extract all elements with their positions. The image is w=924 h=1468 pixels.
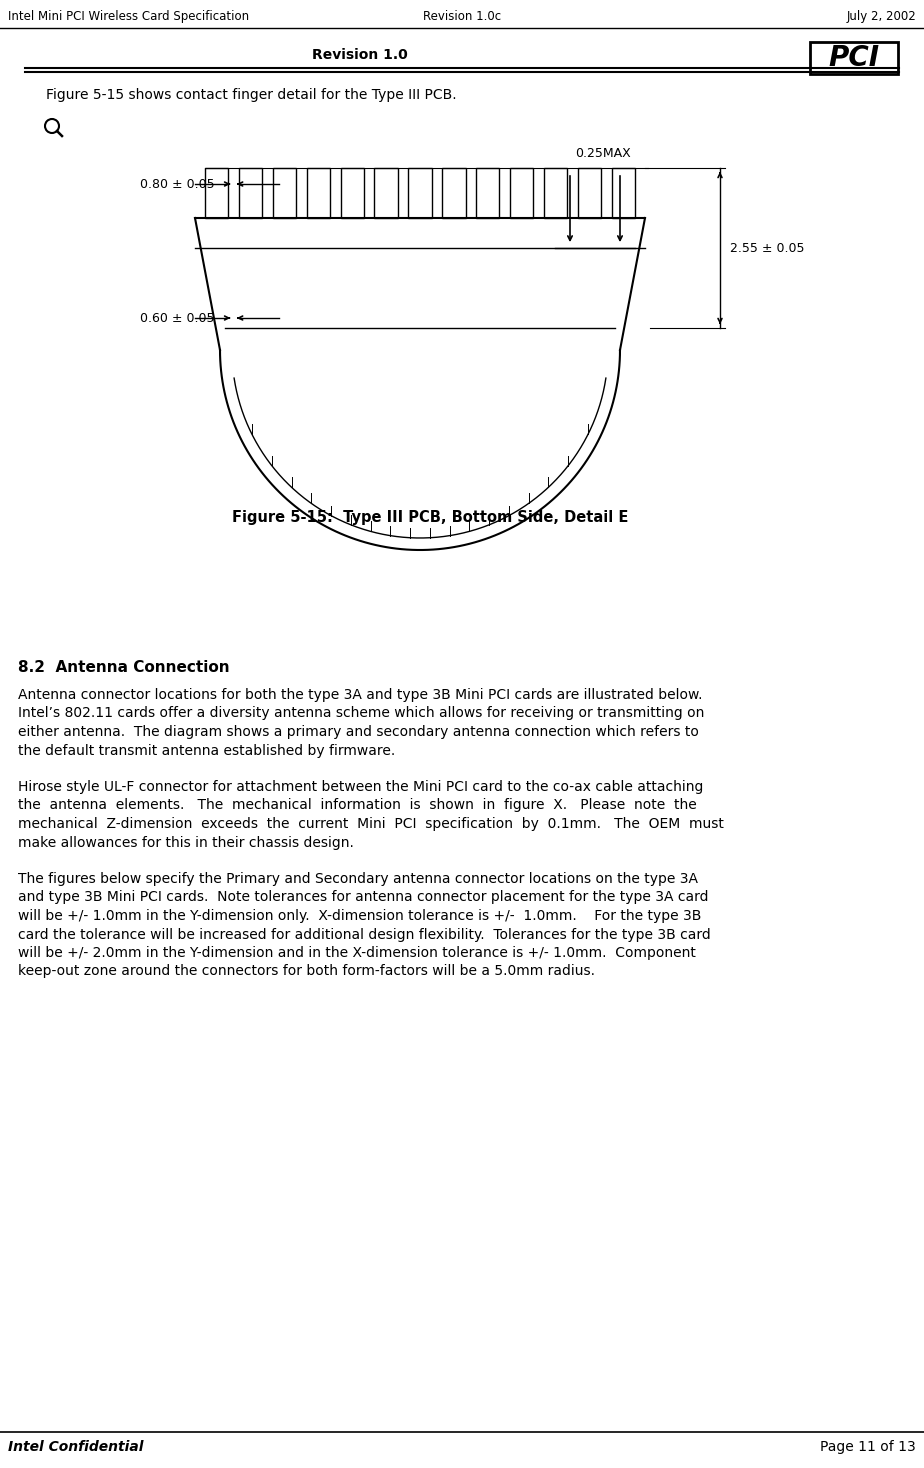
Text: will be +/- 2.0mm in the Y-dimension and in the X-dimension tolerance is +/- 1.0: will be +/- 2.0mm in the Y-dimension and… [18, 945, 696, 960]
Text: Intel Mini PCI Wireless Card Specification: Intel Mini PCI Wireless Card Specificati… [8, 10, 249, 23]
Text: Figure 5-15:  Type III PCB, Bottom Side, Detail E: Figure 5-15: Type III PCB, Bottom Side, … [232, 509, 628, 526]
Bar [510, 167, 533, 219]
Text: 0.60 ± 0.05: 0.60 ± 0.05 [140, 311, 214, 324]
Bar [307, 167, 330, 219]
Text: the default transmit antenna established by firmware.: the default transmit antenna established… [18, 743, 395, 757]
Text: Figure 5-15 shows contact finger detail for the Type III PCB.: Figure 5-15 shows contact finger detail … [46, 88, 456, 101]
Text: 8.2  Antenna Connection: 8.2 Antenna Connection [18, 661, 230, 675]
Bar [374, 167, 398, 219]
Text: 0.25MAX: 0.25MAX [575, 147, 631, 160]
Text: card the tolerance will be increased for additional design flexibility.  Toleran: card the tolerance will be increased for… [18, 928, 711, 941]
Bar [612, 167, 635, 219]
Text: Revision 1.0c: Revision 1.0c [423, 10, 501, 23]
Text: PCI: PCI [829, 44, 880, 72]
Text: keep-out zone around the connectors for both form-factors will be a 5.0mm radius: keep-out zone around the connectors for … [18, 964, 595, 979]
Bar [273, 167, 296, 219]
Text: Intel Confidential: Intel Confidential [8, 1440, 143, 1453]
Text: July 2, 2002: July 2, 2002 [846, 10, 916, 23]
Text: The figures below specify the Primary and Secondary antenna connector locations : The figures below specify the Primary an… [18, 872, 698, 887]
Text: Intel’s 802.11 cards offer a diversity antenna scheme which allows for receiving: Intel’s 802.11 cards offer a diversity a… [18, 706, 704, 721]
Text: Hirose style UL-F connector for attachment between the Mini PCI card to the co-a: Hirose style UL-F connector for attachme… [18, 780, 703, 794]
Bar [341, 167, 364, 219]
Bar [239, 167, 262, 219]
Bar [476, 167, 500, 219]
Text: and type 3B Mini PCI cards.  Note tolerances for antenna connector placement for: and type 3B Mini PCI cards. Note toleran… [18, 891, 709, 904]
Text: 0.80 ± 0.05: 0.80 ± 0.05 [140, 178, 214, 191]
Text: make allowances for this in their chassis design.: make allowances for this in their chassi… [18, 835, 354, 850]
Bar [544, 167, 567, 219]
Text: either antenna.  The diagram shows a primary and secondary antenna connection wh: either antenna. The diagram shows a prim… [18, 725, 699, 738]
Bar [205, 167, 228, 219]
Bar [578, 167, 602, 219]
Bar [443, 167, 466, 219]
Text: mechanical  Z-dimension  exceeds  the  current  Mini  PCI  specification  by  0.: mechanical Z-dimension exceeds the curre… [18, 818, 723, 831]
Text: Page 11 of 13: Page 11 of 13 [821, 1440, 916, 1453]
Bar [810, 43, 898, 73]
Text: 2.55 ± 0.05: 2.55 ± 0.05 [730, 242, 805, 254]
Bar [408, 167, 432, 219]
Text: Antenna connector locations for both the type 3A and type 3B Mini PCI cards are : Antenna connector locations for both the… [18, 688, 702, 702]
Text: Revision 1.0: Revision 1.0 [312, 48, 407, 62]
Text: the  antenna  elements.   The  mechanical  information  is  shown  in  figure  X: the antenna elements. The mechanical inf… [18, 799, 697, 812]
Text: will be +/- 1.0mm in the Y-dimension only.  X-dimension tolerance is +/-  1.0mm.: will be +/- 1.0mm in the Y-dimension onl… [18, 909, 701, 923]
